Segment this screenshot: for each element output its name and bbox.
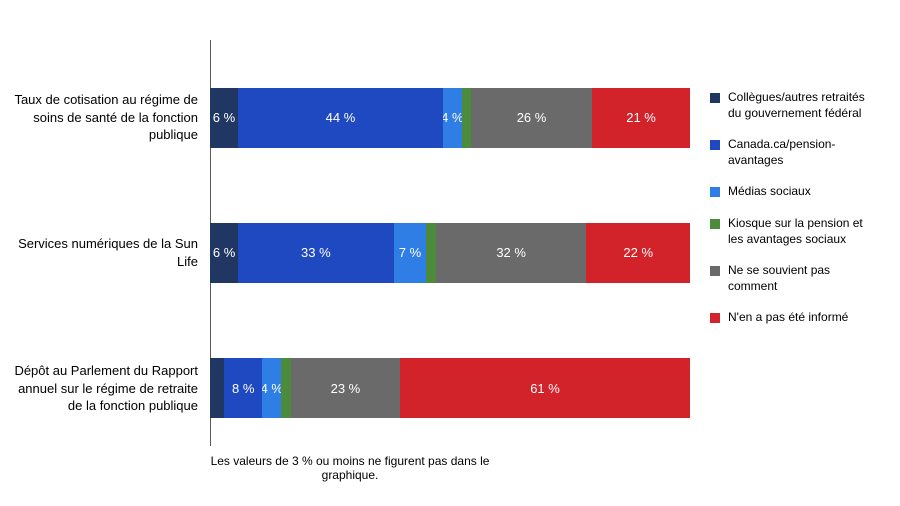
bar-segment-dontrecall: 26 % — [471, 88, 592, 148]
plot-area: Taux de cotisation au régime de soins de… — [10, 30, 690, 496]
legend-item: Ne se souvient pas comment — [710, 263, 880, 294]
legend-label: N'en a pas été informé — [728, 310, 848, 326]
bar-segment-notinformed: 21 % — [592, 88, 690, 148]
bar-track: 6 % 33 % 7 % 32 % 22 % — [210, 223, 690, 283]
bar-segment-social: 7 % — [394, 223, 427, 283]
bar-segment-colleagues: 6 % — [210, 223, 238, 283]
bar-segment-social: 4 % — [262, 358, 281, 418]
bar-segment-colleagues — [210, 358, 224, 418]
legend-label: Médias sociaux — [728, 184, 811, 200]
chart-footnote: Les valeurs de 3 % ou moins ne figurent … — [210, 454, 490, 482]
legend: Collègues/autres retraités du gouverneme… — [690, 30, 890, 496]
bar-segment-dontrecall: 32 % — [436, 223, 587, 283]
bar-segment-notinformed: 61 % — [400, 358, 690, 418]
legend-item: Kiosque sur la pension et les avantages … — [710, 216, 880, 247]
legend-swatch — [710, 187, 720, 197]
bar-track: 6 % 44 % 4 % 26 % 21 % — [210, 88, 690, 148]
legend-swatch — [710, 313, 720, 323]
bar-row: Taux de cotisation au régime de soins de… — [10, 73, 690, 163]
legend-item: Collègues/autres retraités du gouverneme… — [710, 90, 880, 121]
bar-segment-dontrecall: 23 % — [291, 358, 400, 418]
bar-segment-kiosk — [426, 223, 435, 283]
chart-container: Taux de cotisation au régime de soins de… — [0, 0, 900, 506]
legend-item: Médias sociaux — [710, 184, 880, 200]
legend-label: Ne se souvient pas comment — [728, 263, 880, 294]
bar-row: Dépôt au Parlement du Rapport annuel sur… — [10, 343, 690, 433]
bar-segment-kiosk — [462, 88, 471, 148]
bar-segment-social: 4 % — [443, 88, 462, 148]
bar-segment-canada-ca: 33 % — [238, 223, 393, 283]
bar-segment-canada-ca: 44 % — [238, 88, 443, 148]
legend-swatch — [710, 219, 720, 229]
legend-label: Collègues/autres retraités du gouverneme… — [728, 90, 880, 121]
row-label: Dépôt au Parlement du Rapport annuel sur… — [10, 362, 210, 415]
legend-swatch — [710, 93, 720, 103]
row-label: Services numériques de la Sun Life — [10, 235, 210, 270]
legend-label: Canada.ca/pension-avantages — [728, 137, 880, 168]
legend-label: Kiosque sur la pension et les avantages … — [728, 216, 880, 247]
bar-segment-colleagues: 6 % — [210, 88, 238, 148]
bar-segment-kiosk — [281, 358, 291, 418]
bar-track: 8 % 4 % 23 % 61 % — [210, 358, 690, 418]
legend-item: Canada.ca/pension-avantages — [710, 137, 880, 168]
legend-swatch — [710, 266, 720, 276]
legend-swatch — [710, 140, 720, 150]
bar-segment-canada-ca: 8 % — [224, 358, 262, 418]
bar-row: Services numériques de la Sun Life 6 % 3… — [10, 208, 690, 298]
legend-item: N'en a pas été informé — [710, 310, 880, 326]
bar-segment-notinformed: 22 % — [586, 223, 690, 283]
row-label: Taux de cotisation au régime de soins de… — [10, 91, 210, 144]
